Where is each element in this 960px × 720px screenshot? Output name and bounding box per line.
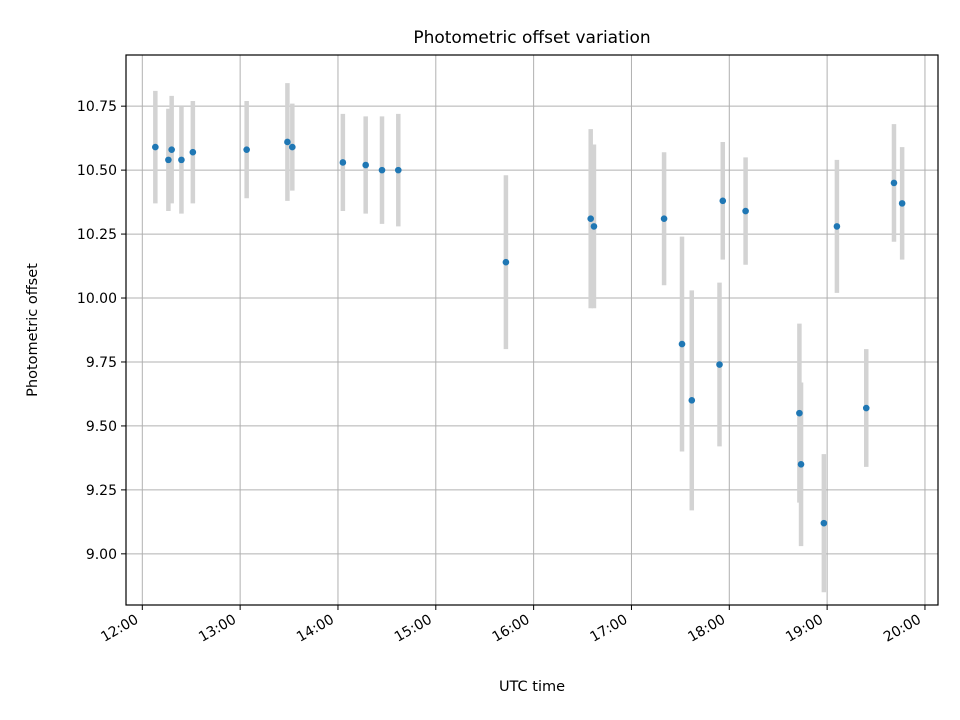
- data-points: [152, 138, 906, 527]
- data-point: [178, 156, 185, 164]
- data-point: [284, 138, 291, 146]
- x-axis-label: UTC time: [499, 679, 565, 695]
- data-point: [678, 340, 686, 348]
- data-point: [796, 409, 803, 417]
- y-axis-label: Photometric offset: [25, 263, 41, 397]
- y-tick-label: 9.75: [86, 355, 117, 371]
- data-point: [152, 143, 159, 151]
- y-tick-label: 10.75: [77, 99, 117, 115]
- y-tick-label: 9.25: [86, 483, 117, 499]
- data-point: [362, 161, 369, 169]
- data-point: [189, 148, 197, 156]
- data-point: [719, 197, 727, 205]
- data-point: [797, 461, 805, 468]
- data-point: [590, 223, 598, 230]
- data-point: [165, 156, 172, 164]
- y-tick-label: 9.00: [86, 547, 117, 563]
- y-tick-label: 10.00: [77, 291, 117, 307]
- data-point: [243, 146, 250, 153]
- y-axis-ticks: 9.00 9.25 9.50 9.75 10.00 10.25 10.50 10.75: [77, 99, 126, 563]
- data-point: [378, 166, 386, 174]
- y-tick-label: 10.25: [77, 227, 117, 243]
- data-point: [716, 361, 723, 368]
- data-point: [502, 258, 510, 266]
- data-point: [890, 179, 898, 187]
- chart-title: Photometric offset variation: [413, 28, 650, 48]
- data-point: [688, 397, 696, 404]
- y-tick-label: 10.50: [77, 163, 117, 179]
- data-point: [898, 200, 906, 207]
- data-point: [833, 223, 841, 230]
- data-point: [289, 143, 296, 151]
- data-point: [660, 215, 668, 223]
- data-point: [862, 404, 870, 412]
- data-point: [168, 146, 175, 153]
- plot-frame: [125, 54, 939, 606]
- data-point: [394, 166, 402, 174]
- y-tick-label: 9.50: [86, 419, 117, 435]
- data-point: [587, 215, 594, 223]
- data-point: [820, 519, 828, 527]
- data-point: [742, 207, 749, 215]
- data-point: [339, 159, 347, 166]
